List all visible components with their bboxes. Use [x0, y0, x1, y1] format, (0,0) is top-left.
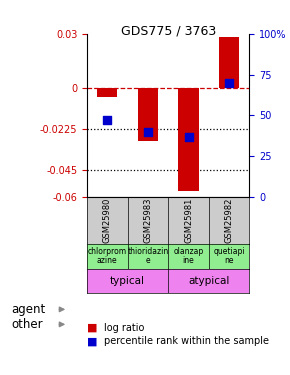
Bar [219, 38, 239, 88]
Text: chlorprom
azine: chlorprom azine [88, 248, 127, 266]
Text: quetiapi
ne: quetiapi ne [213, 248, 245, 266]
Text: thioridazin
e: thioridazin e [127, 248, 168, 266]
Point [105, 117, 110, 123]
Text: ■: ■ [87, 336, 97, 346]
Text: GSM25980: GSM25980 [103, 198, 112, 243]
Text: GDS775 / 3763: GDS775 / 3763 [121, 24, 216, 38]
Bar [97, 88, 117, 97]
Text: log ratio: log ratio [104, 323, 145, 333]
Text: GSM25983: GSM25983 [143, 198, 153, 243]
Text: percentile rank within the sample: percentile rank within the sample [104, 336, 269, 346]
Bar [138, 88, 158, 141]
Text: agent: agent [12, 303, 46, 316]
Point [227, 80, 231, 86]
Text: GSM25982: GSM25982 [224, 198, 234, 243]
Text: atypical: atypical [188, 276, 229, 286]
Text: ■: ■ [87, 323, 97, 333]
Point [146, 129, 150, 135]
Text: olanzap
ine: olanzap ine [173, 248, 204, 266]
Point [186, 134, 191, 140]
Text: GSM25981: GSM25981 [184, 198, 193, 243]
Text: typical: typical [110, 276, 145, 286]
Text: other: other [12, 318, 43, 331]
Bar [178, 88, 199, 192]
